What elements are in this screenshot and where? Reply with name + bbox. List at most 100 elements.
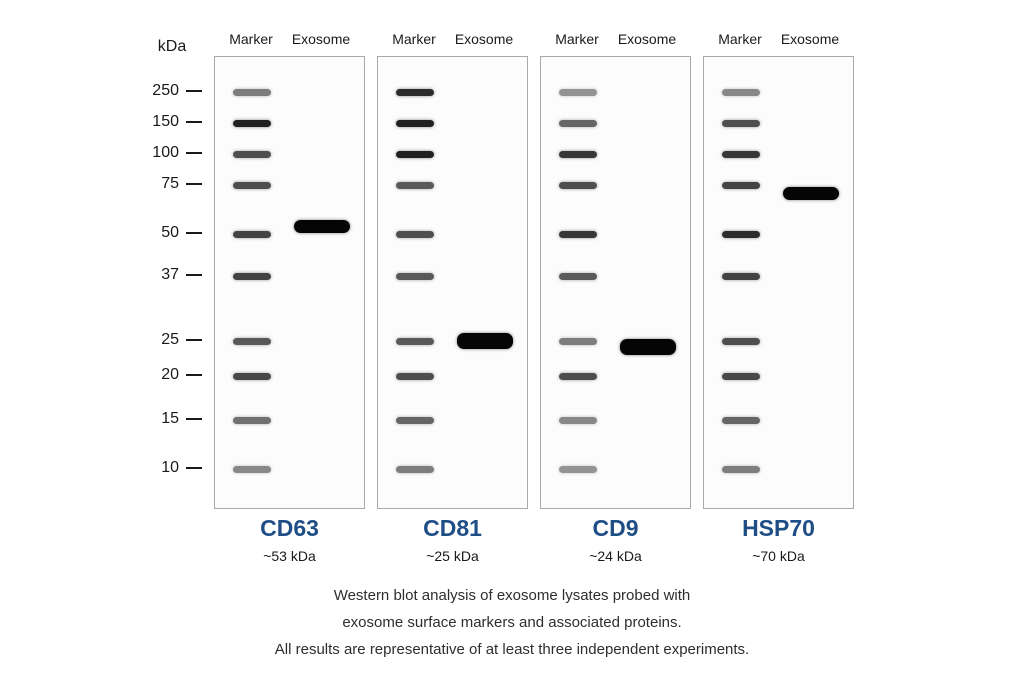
ladder-row: 100 <box>120 143 210 163</box>
marker-band <box>396 337 434 345</box>
marker-band <box>233 150 271 158</box>
marker-band <box>396 230 434 238</box>
ladder-tick <box>186 183 202 185</box>
marker-band <box>396 88 434 96</box>
ladder-size-label: 75 <box>161 175 179 192</box>
exosome-lane-header: Exosome <box>780 31 840 47</box>
marker-band <box>396 272 434 280</box>
blot-panel-cd63 <box>214 56 365 509</box>
blot-title: CD63 <box>260 515 319 541</box>
exosome-band <box>294 220 350 234</box>
ladder-size-label: 20 <box>161 366 179 383</box>
marker-band <box>722 372 760 380</box>
exosome-lane-header: Exosome <box>454 31 514 47</box>
marker-band <box>722 181 760 189</box>
marker-band <box>559 272 597 280</box>
ladder-size-label: 10 <box>161 459 179 476</box>
caption-line: exosome surface markers and associated p… <box>342 614 682 631</box>
marker-lane-header: Marker <box>555 31 599 47</box>
marker-band <box>559 230 597 238</box>
marker-band <box>559 181 597 189</box>
marker-band <box>722 272 760 280</box>
marker-band <box>396 465 434 473</box>
ladder-row: 150 <box>120 112 210 132</box>
marker-lane-header: Marker <box>718 31 762 47</box>
ladder-tick <box>186 90 202 92</box>
blot-size-label: ~25 kDa <box>426 548 479 564</box>
marker-band <box>396 416 434 424</box>
ladder-size-label: 250 <box>152 82 179 99</box>
marker-band <box>722 150 760 158</box>
marker-band <box>722 337 760 345</box>
caption-line: All results are representative of at lea… <box>274 641 750 658</box>
ladder-row: 250 <box>120 81 210 101</box>
exosome-lane-header: Exosome <box>617 31 677 47</box>
marker-band <box>559 150 597 158</box>
ladder-row: 75 <box>120 174 210 194</box>
marker-band <box>396 372 434 380</box>
exosome-band <box>620 339 676 356</box>
exosome-band <box>457 333 513 349</box>
molecular-weight-ladder: 250 150 100 75 50 37 25 20 15 10 <box>0 0 210 520</box>
marker-band <box>233 272 271 280</box>
ladder-size-label: 15 <box>161 410 179 427</box>
ladder-tick <box>186 418 202 420</box>
ladder-row: 15 <box>120 409 210 429</box>
ladder-row: 50 <box>120 223 210 243</box>
marker-band <box>559 416 597 424</box>
y-axis-label: kDa <box>157 38 187 55</box>
ladder-tick <box>186 121 202 123</box>
blot-title: HSP70 <box>742 515 815 541</box>
marker-band <box>396 181 434 189</box>
marker-band <box>722 230 760 238</box>
blot-size-label: ~24 kDa <box>589 548 642 564</box>
marker-band <box>396 150 434 158</box>
ladder-row: 10 <box>120 458 210 478</box>
ladder-tick <box>186 274 202 276</box>
blot-title: CD81 <box>423 515 482 541</box>
marker-band <box>233 337 271 345</box>
marker-band <box>233 230 271 238</box>
blot-panel-cd9 <box>540 56 691 509</box>
ladder-size-label: 25 <box>161 331 179 348</box>
blot-size-label: ~70 kDa <box>752 548 805 564</box>
ladder-tick <box>186 339 202 341</box>
marker-band <box>722 119 760 127</box>
exosome-lane-header: Exosome <box>291 31 351 47</box>
marker-band <box>233 416 271 424</box>
marker-lane-header: Marker <box>392 31 436 47</box>
exosome-band <box>783 186 839 200</box>
ladder-row: 25 <box>120 330 210 350</box>
ladder-tick <box>186 467 202 469</box>
marker-band <box>559 88 597 96</box>
marker-band <box>233 119 271 127</box>
ladder-size-label: 50 <box>161 224 179 241</box>
marker-band <box>722 416 760 424</box>
figure-caption: Western blot analysis of exosome lysates… <box>0 582 1024 663</box>
marker-band <box>396 119 434 127</box>
ladder-row: 37 <box>120 265 210 285</box>
ladder-size-label: 100 <box>152 144 179 161</box>
marker-lane-header: Marker <box>229 31 273 47</box>
ladder-tick <box>186 152 202 154</box>
ladder-size-label: 37 <box>161 266 179 283</box>
caption-line: Western blot analysis of exosome lysates… <box>333 587 691 604</box>
ladder-size-label: 150 <box>152 113 179 130</box>
ladder-tick <box>186 374 202 376</box>
marker-band <box>559 337 597 345</box>
marker-band <box>233 88 271 96</box>
marker-band <box>233 465 271 473</box>
marker-band <box>559 119 597 127</box>
blot-panel-cd81 <box>377 56 528 509</box>
marker-band <box>722 465 760 473</box>
blot-title: CD9 <box>592 515 639 541</box>
marker-band <box>559 465 597 473</box>
blot-size-label: ~53 kDa <box>263 548 316 564</box>
marker-band <box>233 372 271 380</box>
marker-band <box>559 372 597 380</box>
marker-band <box>722 88 760 96</box>
marker-band <box>233 181 271 189</box>
blot-panel-hsp70 <box>703 56 854 509</box>
ladder-tick <box>186 232 202 234</box>
ladder-row: 20 <box>120 365 210 385</box>
